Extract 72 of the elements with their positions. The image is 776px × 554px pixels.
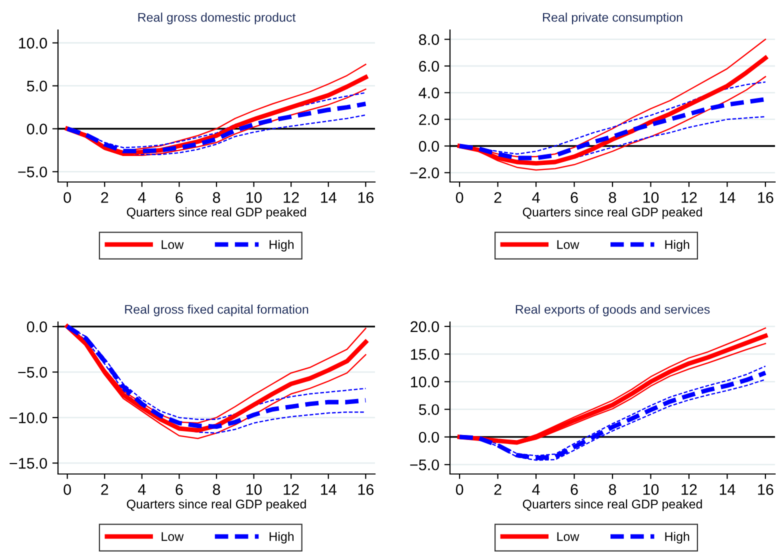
x-tick-label: 2 [494, 484, 502, 495]
x-tick-label: 14 [321, 484, 336, 495]
x-axis-title: Quarters since real GDP peaked [126, 207, 306, 220]
legend-label: High [270, 240, 294, 252]
y-tick-label: 4.0 [418, 88, 439, 98]
x-tick-label: 12 [682, 484, 697, 495]
chart-title: Real exports of goods and services [516, 304, 710, 316]
y-tick-label: −2.0 [410, 168, 439, 178]
x-tick-label: 6 [570, 192, 578, 203]
x-tick-label: 2 [101, 484, 108, 495]
y-tick-label: 0.0 [418, 140, 439, 152]
y-tick-label: 5.0 [26, 80, 47, 92]
x-tick-label: 0 [456, 192, 464, 203]
x-tick-label: 10 [643, 192, 659, 203]
chart-title: Real private consumption [543, 12, 682, 24]
chart-title: Real gross domestic product [138, 12, 296, 24]
legend-label: Low [162, 532, 184, 542]
y-tick-label: −5.0 [18, 166, 47, 178]
y-tick-label: −5.0 [18, 366, 47, 378]
x-tick-label: 0 [64, 484, 71, 495]
y-tick-label: 0.0 [418, 432, 439, 443]
y-tick-label: 5.0 [418, 404, 439, 416]
y-tick-label: 10.0 [19, 38, 47, 49]
legend-label: High [270, 532, 294, 544]
x-tick-label: 8 [212, 484, 220, 495]
y-tick-label: 20.0 [410, 321, 439, 332]
y-tick-label: 10.0 [411, 376, 439, 388]
legend-label: High [665, 240, 690, 252]
x-tick-label: 12 [284, 484, 299, 495]
x-tick-label: 8 [608, 484, 616, 495]
y-tick-label: 8.0 [419, 34, 439, 46]
y-tick-label: −10.0 [10, 412, 47, 424]
x-tick-label: 10 [643, 484, 659, 495]
x-tick-label: 6 [176, 484, 183, 495]
x-tick-label: 16 [358, 484, 374, 495]
x-tick-label: 2 [494, 192, 502, 203]
y-tick-label: 2.0 [419, 114, 439, 126]
y-tick-label: 15.0 [411, 348, 439, 360]
y-tick-label: −5.0 [410, 459, 439, 470]
x-tick-label: 12 [284, 192, 299, 203]
x-tick-label: 4 [532, 192, 540, 203]
x-tick-label: 6 [176, 192, 183, 203]
x-tick-label: 2 [101, 192, 108, 203]
x-tick-label: 14 [321, 192, 336, 203]
x-tick-label: 14 [720, 192, 736, 203]
x-tick-label: 0 [456, 484, 464, 495]
legend-label: Low [557, 532, 580, 542]
x-tick-label: 10 [246, 192, 262, 203]
x-tick-label: 8 [212, 192, 220, 203]
y-tick-label: 0.0 [26, 321, 47, 332]
legend-label: Low [557, 240, 580, 250]
y-tick-label: 6.0 [419, 60, 439, 72]
chart-title: Real gross fixed capital formation [125, 304, 308, 316]
y-tick-label: 0.0 [26, 124, 47, 134]
x-tick-label: 4 [138, 484, 146, 495]
x-tick-label: 0 [64, 192, 71, 203]
x-axis-title: Quarters since real GDP peaked [522, 207, 702, 220]
x-tick-label: 12 [682, 192, 697, 203]
x-tick-label: 16 [358, 192, 374, 203]
x-tick-label: 6 [570, 484, 578, 495]
legend-label: Low [162, 240, 184, 250]
x-tick-label: 16 [758, 484, 774, 495]
x-axis-title: Quarters since real GDP peaked [522, 499, 702, 512]
legend-label: High [665, 532, 690, 544]
x-tick-label: 4 [532, 484, 540, 495]
x-tick-label: 8 [608, 192, 616, 203]
x-tick-label: 16 [758, 192, 774, 203]
x-axis-title: Quarters since real GDP peaked [126, 499, 306, 512]
y-tick-label: −15.0 [10, 458, 47, 469]
x-tick-label: 14 [720, 484, 736, 495]
x-tick-label: 10 [246, 484, 262, 495]
x-tick-label: 4 [138, 192, 146, 203]
